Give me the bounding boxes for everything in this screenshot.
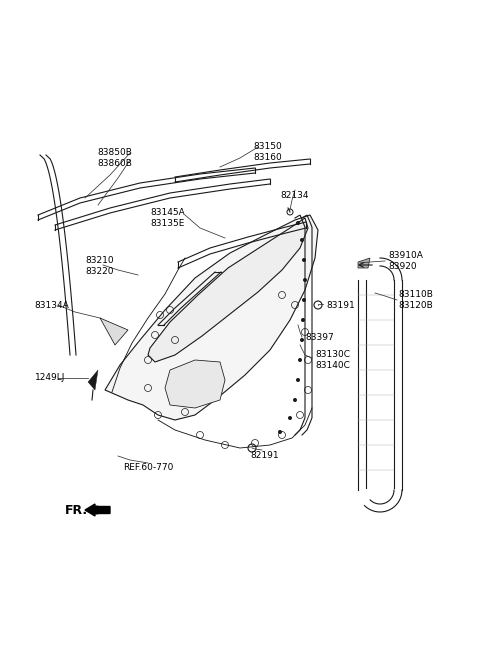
Text: 83910A
83920: 83910A 83920 (388, 251, 423, 271)
Circle shape (278, 430, 282, 434)
Text: 83145A
83135E: 83145A 83135E (151, 209, 185, 228)
Circle shape (296, 221, 300, 225)
Circle shape (300, 238, 304, 242)
Circle shape (303, 278, 307, 282)
Circle shape (288, 416, 292, 420)
Text: REF.60-770: REF.60-770 (123, 464, 173, 472)
Circle shape (293, 398, 297, 402)
Circle shape (300, 338, 304, 342)
Text: 82191: 82191 (251, 451, 279, 459)
Circle shape (301, 318, 305, 322)
Text: 83110B
83120B: 83110B 83120B (398, 291, 433, 310)
FancyArrow shape (85, 504, 110, 516)
Text: 83210
83220: 83210 83220 (86, 256, 114, 276)
Polygon shape (100, 318, 128, 345)
Polygon shape (148, 218, 308, 362)
Text: 83130C
83140C: 83130C 83140C (315, 350, 350, 370)
Text: 82134: 82134 (281, 190, 309, 199)
Text: 83191: 83191 (326, 300, 355, 310)
Polygon shape (358, 258, 370, 268)
Circle shape (298, 358, 302, 362)
Polygon shape (165, 360, 225, 408)
Text: 83850B
83860B: 83850B 83860B (97, 148, 132, 168)
Text: 83397: 83397 (305, 333, 334, 342)
Text: 1249LJ: 1249LJ (35, 373, 65, 382)
Text: 83134A: 83134A (35, 300, 70, 310)
Text: FR.: FR. (65, 504, 88, 516)
Circle shape (302, 258, 306, 262)
Circle shape (302, 298, 306, 302)
Text: 83150
83160: 83150 83160 (253, 142, 282, 161)
Polygon shape (105, 215, 318, 420)
Polygon shape (88, 370, 98, 390)
Circle shape (296, 378, 300, 382)
